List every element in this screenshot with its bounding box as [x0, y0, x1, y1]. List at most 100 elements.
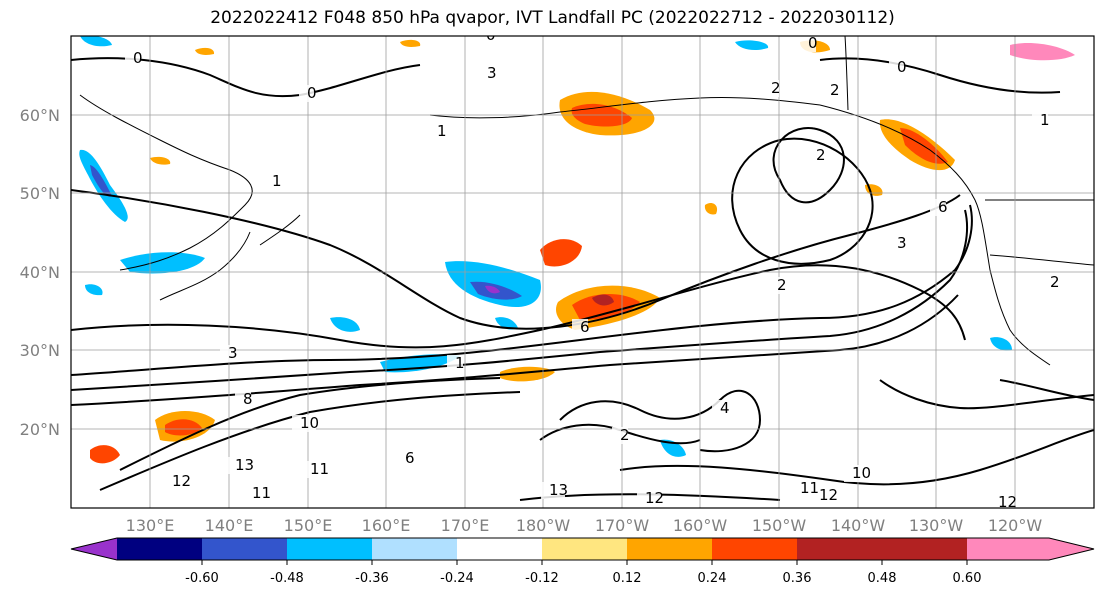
colorbar-bin — [712, 538, 797, 560]
lon-label-160w: 160°W — [673, 516, 728, 535]
contour-label-background — [302, 461, 326, 478]
map-frame — [70, 35, 1095, 509]
contour-label: 4 — [720, 399, 730, 417]
contour-label: 8 — [243, 390, 253, 408]
contour-label-background — [990, 494, 1014, 508]
contour-label-background — [397, 450, 413, 467]
contour-label: 2 — [816, 146, 826, 164]
contour-label-background — [478, 36, 494, 44]
lon-label-170e: 170°E — [441, 516, 490, 535]
colorbar-tick-label: -0.48 — [270, 571, 304, 586]
contour-label-background — [572, 319, 588, 336]
contour-label: 0 — [486, 26, 496, 44]
contour-label-background — [800, 36, 816, 52]
ivt-contours — [71, 57, 1094, 501]
lat-label-60n: 60°N — [20, 106, 60, 125]
colorbar-tick-label: 0.24 — [698, 571, 727, 586]
colorbar-bin — [542, 538, 627, 560]
contour-label: 2 — [830, 81, 840, 99]
lon-label-150e: 150°E — [284, 516, 333, 535]
colorbar-bin — [967, 538, 1049, 560]
contour-label: 0 — [897, 58, 907, 76]
lat-label-40n: 40°N — [20, 263, 60, 282]
contour-label: 2 — [777, 276, 787, 294]
colorbar-tick-label: 0.60 — [953, 571, 982, 586]
lon-label-120w: 120°W — [988, 516, 1043, 535]
contour-label: 2 — [771, 79, 781, 97]
lat-label-30n: 30°N — [20, 341, 60, 360]
contour-label: 0 — [307, 84, 317, 102]
colorbar-tick-label: 0.48 — [868, 571, 897, 586]
contour-label-background — [844, 465, 868, 482]
contour-label-background — [447, 355, 463, 372]
colorbar-tick-label: 0.36 — [783, 571, 812, 586]
contour-label: 12 — [998, 493, 1017, 511]
colorbar-bin — [287, 538, 372, 560]
contour-label-background — [889, 235, 905, 252]
colorbar-bin — [882, 538, 967, 560]
colorbar-tick-label: -0.12 — [525, 571, 559, 586]
contour-label-background — [164, 473, 188, 490]
contour-label: 10 — [852, 464, 871, 482]
lon-label-130e: 130°E — [126, 516, 175, 535]
contour-label: 11 — [252, 484, 271, 502]
lon-label-160e: 160°E — [362, 516, 411, 535]
contour-label-background — [479, 65, 495, 82]
colorbar-tick-label: -0.36 — [355, 571, 389, 586]
contour-label-background — [541, 482, 565, 499]
contour-label: 1 — [1040, 111, 1050, 129]
contour-label-background — [822, 82, 838, 99]
colorbar-tick-label: -0.24 — [440, 571, 474, 586]
contour-label: 12 — [172, 472, 191, 490]
lon-label-180w: 180°W — [516, 516, 571, 535]
contour-label-background — [292, 415, 316, 432]
contour-label-background — [235, 391, 251, 408]
longitude-axis: 130°E 140°E 150°E 160°E 170°E 180°W 170°… — [126, 516, 1043, 535]
contour-label-background — [889, 59, 905, 76]
contour-label-background — [125, 50, 141, 67]
latitude-axis: 60°N 50°N 40°N 30°N 20°N — [20, 106, 60, 439]
contour-label: 3 — [228, 344, 238, 362]
contour-label-background — [244, 485, 268, 502]
contour-label: 12 — [819, 486, 838, 504]
contour-label-background — [299, 85, 315, 102]
graticule — [71, 36, 1094, 508]
colorbar-ticks — [201, 560, 968, 565]
lon-label-130w: 130°W — [909, 516, 964, 535]
colorbar-bin — [457, 538, 542, 560]
lon-label-170w: 170°W — [595, 516, 650, 535]
contour-label: 2 — [1050, 273, 1060, 291]
lon-label-140w: 140°W — [831, 516, 886, 535]
colorbar-right-extension — [1049, 538, 1094, 560]
contour-label-background — [1042, 274, 1058, 291]
negative-anomaly-shading — [79, 36, 1012, 457]
contour-label-background — [792, 480, 816, 497]
contour-label-background — [930, 199, 946, 216]
colorbar-bin — [117, 538, 202, 560]
contour-label-background — [264, 173, 280, 190]
contour-label: 10 — [300, 414, 319, 432]
contour-label-background — [808, 147, 824, 164]
contour-label: 6 — [405, 449, 415, 467]
contour-label: 1 — [272, 172, 282, 190]
colorbar-bin — [797, 538, 882, 560]
contour-label: 6 — [580, 318, 590, 336]
contour-label: 0 — [808, 34, 818, 52]
contour-label-background — [612, 427, 628, 444]
coastlines — [79, 36, 1094, 366]
map-title: 2022022412 F048 850 hPa qvapor, IVT Land… — [210, 8, 895, 28]
contour-label-background — [220, 345, 236, 362]
lon-label-140e: 140°E — [205, 516, 254, 535]
contour-label: 3 — [897, 234, 907, 252]
contour-label: 1 — [437, 122, 447, 140]
colorbar-bin — [372, 538, 457, 560]
contour-label-background — [637, 490, 661, 507]
lon-label-150w: 150°W — [752, 516, 807, 535]
contour-label-background — [712, 400, 728, 417]
contour-label: 11 — [310, 460, 329, 478]
contour-label: 1 — [455, 354, 465, 372]
lat-label-20n: 20°N — [20, 420, 60, 439]
contour-label-background — [1032, 112, 1048, 129]
